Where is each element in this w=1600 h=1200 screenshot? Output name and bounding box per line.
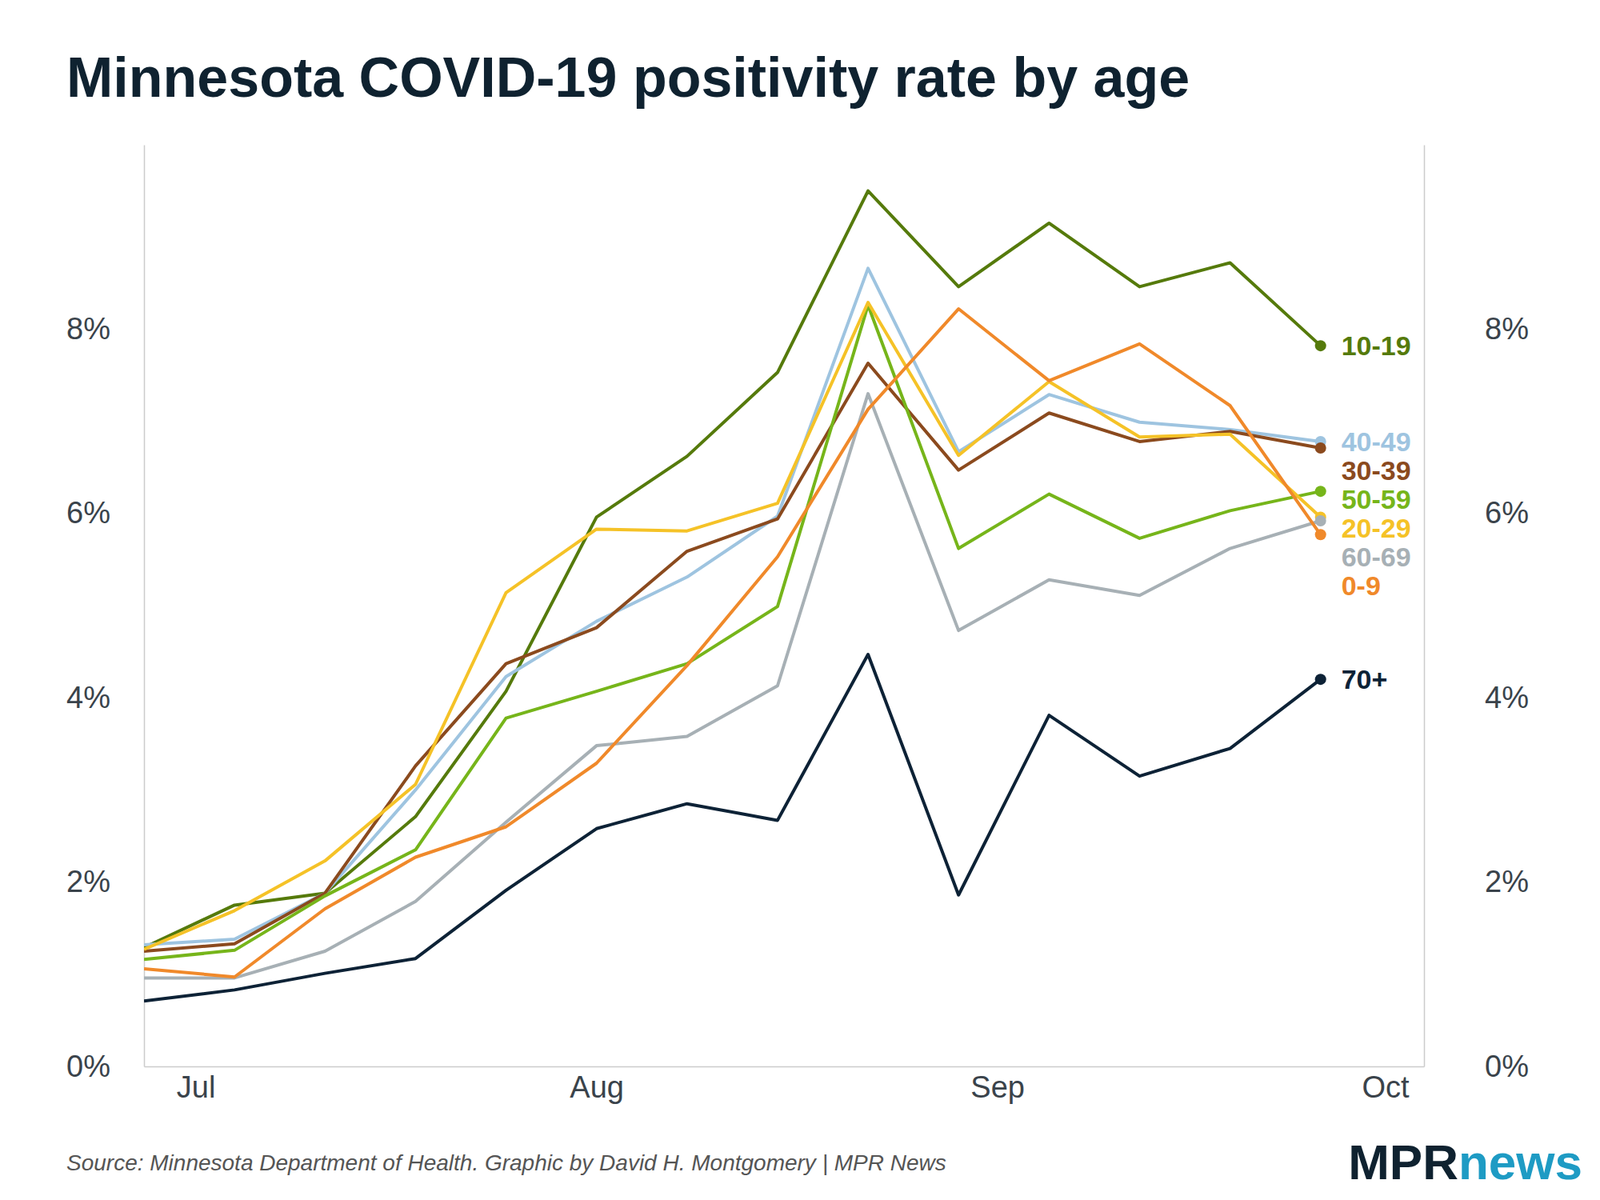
end-marker [1315, 340, 1327, 352]
tick-label: 8% [66, 312, 111, 346]
x-axis-line [144, 1066, 1425, 1068]
title: Minnesota COVID-19 positivity rate by ag… [66, 46, 1190, 109]
tick-label: 8% [1484, 312, 1529, 346]
series-label: 10-19 [1341, 330, 1412, 361]
end-marker [1315, 442, 1327, 454]
y-axis-line [144, 145, 146, 1068]
end-marker [1315, 485, 1327, 497]
series-line [144, 268, 1321, 945]
series-label: 40-49 [1341, 426, 1412, 457]
legend: 10-19 40-4930-3950-5920-2960-690-9 70+ [1341, 330, 1412, 695]
series-label: 20-29 [1341, 512, 1412, 544]
tick-label: Jul [176, 1070, 216, 1104]
tick: 4% [1424, 680, 1529, 715]
tick-label: 4% [66, 680, 111, 715]
x-axis: Jul Aug Sep Oct [144, 1066, 1425, 1104]
y-axis: 0% 2% 4% 6% 8% [66, 145, 145, 1084]
logo-part: MPR [1348, 1134, 1459, 1190]
tick-label: 0% [66, 1049, 111, 1084]
tick: 6% [66, 496, 144, 530]
y2-axis-line [1424, 145, 1426, 1068]
end-marker [1315, 528, 1327, 540]
tick: 0% [66, 1049, 144, 1084]
tick: 2% [1424, 864, 1529, 899]
logo: MPRnews [1348, 1134, 1583, 1190]
tick: 8% [1424, 312, 1529, 346]
series-line [144, 302, 1321, 950]
logo-part: news [1458, 1134, 1583, 1190]
series-label: 0-9 [1341, 570, 1381, 601]
series-line [144, 393, 1321, 978]
tick: 8% [66, 312, 144, 346]
tick: 6% [1424, 496, 1529, 530]
end-marker [1315, 515, 1327, 527]
tick: 2% [66, 864, 144, 899]
tick: 4% [66, 680, 144, 715]
plot-area [144, 191, 1327, 1002]
tick: Aug [569, 1066, 624, 1104]
series-line [144, 308, 1321, 977]
tick-label: 6% [66, 496, 111, 530]
series-label: 30-39 [1341, 455, 1412, 486]
tick-label: 2% [1484, 864, 1529, 899]
tick-label: Oct [1361, 1070, 1410, 1104]
tick-label: 6% [1484, 496, 1529, 530]
tick: Jul [176, 1066, 216, 1104]
tick-label: Sep [970, 1070, 1025, 1104]
tick-label: 2% [66, 864, 111, 899]
source: Source: Minnesota Department of Health. … [66, 1150, 947, 1176]
series-line [144, 191, 1321, 948]
end-marker [1315, 673, 1327, 685]
series-line [144, 654, 1321, 1001]
series-label: 50-59 [1341, 484, 1412, 515]
series-line [144, 304, 1321, 960]
tick-label: 4% [1484, 680, 1529, 715]
chart: Minnesota COVID-19 positivity rate by ag… [0, 0, 1600, 1200]
tick-label: 0% [1484, 1049, 1529, 1084]
tick: Sep [970, 1066, 1025, 1104]
y2-axis: 0% 2% 4% 6% 8% [1424, 145, 1529, 1084]
tick: Oct [1361, 1066, 1410, 1104]
series-label: 70+ [1341, 664, 1388, 695]
tick: 0% [1424, 1049, 1529, 1084]
series-label: 60-69 [1341, 541, 1412, 572]
tick-label: Aug [569, 1070, 624, 1104]
